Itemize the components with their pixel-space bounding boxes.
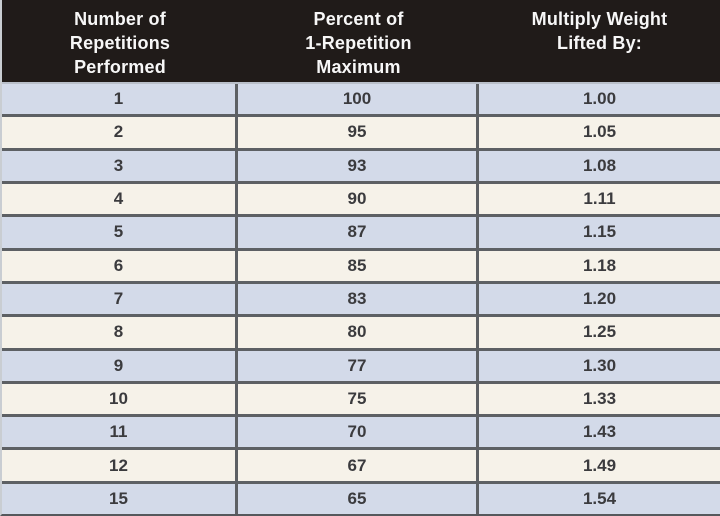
cell-multiplier: 1.30	[582, 355, 617, 375]
cell-percent-1rm: 87	[238, 217, 479, 248]
cell-repetitions: 5	[2, 217, 238, 248]
cell-multiplier: 1.43	[582, 422, 617, 442]
cell-multiplier: 1.15	[582, 222, 617, 242]
table-row: 10 75 1.33	[2, 380, 720, 415]
cell-percent-1rm: 75	[238, 383, 479, 415]
cell-repetitions: 15	[2, 483, 238, 514]
table-body: 1 100 1.00 2 95 1.05 3 93 1.08 4 90 1.11…	[2, 84, 720, 514]
cell-percent-1rm: 90	[238, 183, 479, 215]
cell-percent-1rm: 67	[238, 450, 479, 481]
cell-multiplier: 1.20	[582, 289, 617, 309]
cell-repetitions: 3	[2, 150, 238, 181]
cell-percent-1rm: 85	[238, 250, 479, 281]
cell-percent-1rm: 65	[238, 483, 479, 514]
cell-repetitions: 1	[2, 84, 238, 115]
cell-multiplier: 1.49	[582, 455, 617, 475]
cell-multiplier: 1.18	[582, 255, 617, 275]
cell-multiplier: 1.05	[582, 122, 617, 142]
cell-repetitions: 11	[2, 417, 238, 448]
table-row: 6 85 1.18	[2, 247, 720, 281]
column-header-repetitions: Number of Repetitions Performed	[69, 9, 171, 77]
cell-percent-1rm: 95	[238, 117, 479, 148]
cell-multiplier: 1.11	[583, 189, 616, 209]
cell-repetitions: 12	[2, 450, 238, 481]
table-row: 4 90 1.11	[2, 180, 720, 215]
table-row: 2 95 1.05	[2, 114, 720, 148]
cell-multiplier: 1.08	[582, 155, 617, 175]
cell-percent-1rm: 77	[238, 350, 479, 381]
cell-repetitions: 4	[2, 183, 238, 215]
cell-multiplier: 1.25	[582, 322, 617, 342]
table-row: 11 70 1.43	[2, 414, 720, 448]
table-row: 12 67 1.49	[2, 447, 720, 481]
cell-percent-1rm: 80	[238, 317, 479, 348]
column-header-percent-1rm: Percent of 1-Repetition Maximum	[305, 9, 412, 77]
column-header-multiplier: Multiply Weight Lifted By:	[531, 9, 668, 53]
cell-repetitions: 10	[2, 383, 238, 415]
table-row: 5 87 1.15	[2, 214, 720, 248]
table-row: 8 80 1.25	[2, 314, 720, 348]
table-row: 9 77 1.30	[2, 347, 720, 381]
cell-repetitions: 2	[2, 117, 238, 148]
cell-percent-1rm: 70	[238, 417, 479, 448]
cell-repetitions: 8	[2, 317, 238, 348]
table-header-row: Number of Repetitions Performed Percent …	[2, 0, 720, 84]
cell-repetitions: 9	[2, 350, 238, 381]
cell-multiplier: 1.33	[582, 388, 617, 408]
cell-multiplier: 1.54	[582, 488, 617, 508]
cell-percent-1rm: 100	[238, 84, 479, 115]
cell-repetitions: 7	[2, 283, 238, 315]
table-row: 15 65 1.54	[2, 480, 720, 514]
table-row: 3 93 1.08	[2, 147, 720, 181]
table-row: 7 83 1.20	[2, 280, 720, 315]
cell-percent-1rm: 83	[238, 283, 479, 315]
table-row: 1 100 1.00	[2, 84, 720, 115]
cell-multiplier: 1.00	[582, 89, 617, 109]
cell-repetitions: 6	[2, 250, 238, 281]
cell-percent-1rm: 93	[238, 150, 479, 181]
